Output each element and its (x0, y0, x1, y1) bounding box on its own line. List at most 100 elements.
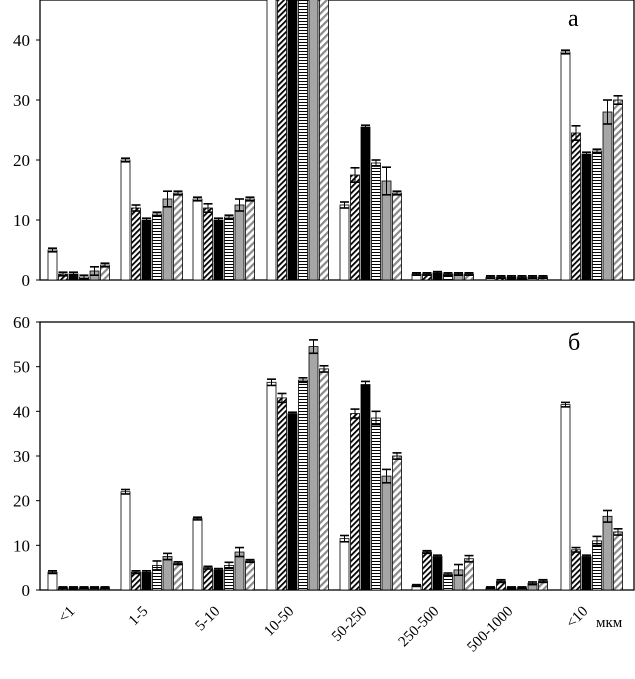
error-bar (486, 274, 495, 280)
error-bar (152, 211, 162, 217)
error-bar (245, 558, 255, 564)
error-bar (163, 552, 172, 561)
category-label: 50-250 (329, 604, 370, 645)
bar (560, 51, 571, 281)
error-bar (69, 271, 78, 277)
error-bar (79, 274, 89, 280)
bar (152, 213, 162, 281)
error-bar (528, 581, 537, 586)
error-bar (121, 488, 130, 495)
bar (350, 174, 360, 281)
error-bar (613, 95, 623, 105)
bar (319, 0, 329, 281)
error-bar (245, 196, 255, 202)
error-bar (582, 554, 591, 559)
bar (203, 567, 213, 591)
error-bar (496, 274, 506, 280)
bar (266, 381, 277, 591)
error-bar (350, 167, 360, 183)
bar (571, 549, 581, 591)
bar (613, 531, 623, 591)
error-bar (142, 569, 151, 575)
error-bar (496, 578, 506, 584)
error-bar (592, 535, 602, 547)
bar (592, 150, 602, 281)
error-bar (277, 392, 287, 404)
category-label: 1-5 (126, 604, 151, 629)
error-bar (571, 546, 581, 553)
error-bar (100, 586, 110, 590)
bar (245, 560, 255, 591)
error-bar (517, 586, 527, 590)
bar (47, 249, 58, 281)
category-label: <10 (563, 604, 591, 632)
error-bar (142, 217, 151, 223)
error-bar (613, 528, 623, 536)
error-bar (371, 159, 381, 167)
error-bar (443, 271, 453, 277)
bar (592, 540, 602, 591)
bar (298, 379, 308, 591)
y-tick-label: 30 (13, 447, 30, 466)
error-bar (203, 203, 213, 213)
error-bar (561, 401, 570, 408)
error-bar (382, 166, 391, 196)
error-bar (58, 586, 68, 590)
bar (581, 556, 592, 591)
bar (120, 491, 131, 591)
error-bar (173, 561, 183, 566)
error-bar (214, 567, 223, 573)
error-bar (361, 380, 370, 389)
category-label: <1 (56, 604, 79, 627)
bar (287, 0, 298, 281)
y-tick-label: 60 (13, 313, 30, 332)
category-label: 500-1000 (464, 604, 516, 656)
error-bar (79, 586, 89, 590)
category-label: 5-10 (193, 604, 224, 635)
panel-label: а (568, 6, 579, 32)
y-tick-label: 0 (22, 271, 31, 290)
bar (571, 132, 581, 281)
y-tick-label: 40 (13, 402, 30, 421)
bar (381, 475, 392, 591)
bar (192, 518, 203, 591)
bar (602, 111, 613, 281)
y-tick-label: 50 (13, 358, 30, 377)
error-bar (193, 516, 202, 521)
error-bar (319, 364, 329, 373)
bar (287, 413, 298, 591)
error-bar (90, 265, 99, 277)
error-bar (582, 151, 591, 157)
bar (560, 404, 571, 591)
error-bar (203, 565, 213, 570)
error-bar (603, 99, 612, 125)
error-bar (309, 339, 318, 355)
error-bar (392, 190, 402, 196)
error-bar (131, 569, 141, 575)
error-bar (152, 560, 162, 571)
error-bar (340, 534, 349, 543)
error-bar (58, 271, 68, 277)
bar (613, 99, 623, 281)
bar (308, 346, 319, 591)
bar (319, 368, 329, 591)
bar (350, 413, 360, 591)
error-bar (131, 204, 141, 212)
bar (339, 538, 350, 591)
error-bar (592, 148, 602, 154)
error-bar (422, 549, 432, 555)
panel-b: 0 10 20 30 40 50 60 б <1 1-5 5-10 10-50 50-250 250-50… (13, 313, 635, 656)
bar (277, 0, 287, 281)
y-tick-label: 30 (13, 91, 30, 110)
bar (602, 515, 613, 591)
plot-frame (39, 0, 635, 281)
bar (298, 0, 308, 281)
bar (432, 556, 443, 591)
error-bar (371, 410, 381, 426)
error-bar (163, 190, 172, 208)
bar (131, 207, 141, 281)
y-tick-label: 40 (13, 31, 30, 50)
bar (371, 162, 381, 281)
error-bar (464, 554, 474, 563)
